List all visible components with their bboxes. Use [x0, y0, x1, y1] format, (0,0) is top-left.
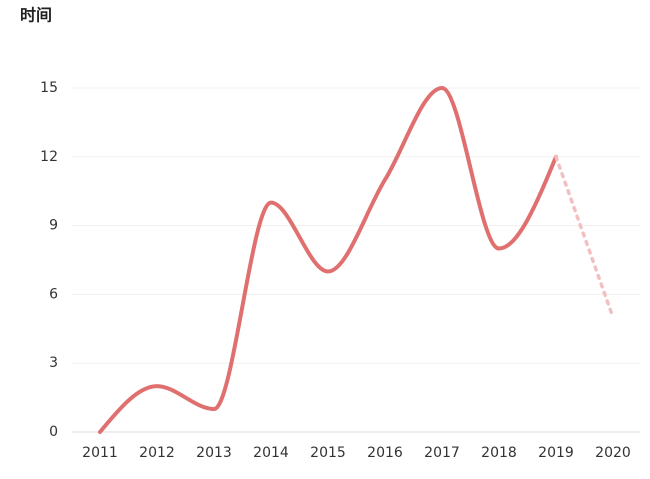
- x-tick-label: 2016: [367, 445, 403, 461]
- y-tick-label: 9: [49, 218, 58, 234]
- y-tick-label: 6: [49, 286, 58, 302]
- y-tick-label: 0: [49, 424, 58, 440]
- chart-title: 时间: [20, 6, 52, 25]
- x-tick-label: 2012: [139, 445, 175, 461]
- projection-line: [554, 155, 615, 320]
- y-tick-label: 3: [49, 355, 58, 371]
- y-tick-label: 15: [40, 80, 58, 96]
- x-tick-label: 2013: [196, 445, 232, 461]
- x-tick-label: 2018: [481, 445, 517, 461]
- x-tick-label: 2011: [82, 445, 118, 461]
- x-tick-label: 2019: [538, 445, 574, 461]
- x-tick-label: 2015: [310, 445, 346, 461]
- x-tick-label: 2014: [253, 445, 289, 461]
- y-tick-label: 12: [40, 149, 58, 165]
- x-tick-label: 2020: [595, 445, 631, 461]
- x-tick-label: 2017: [424, 445, 460, 461]
- line: [98, 85, 558, 434]
